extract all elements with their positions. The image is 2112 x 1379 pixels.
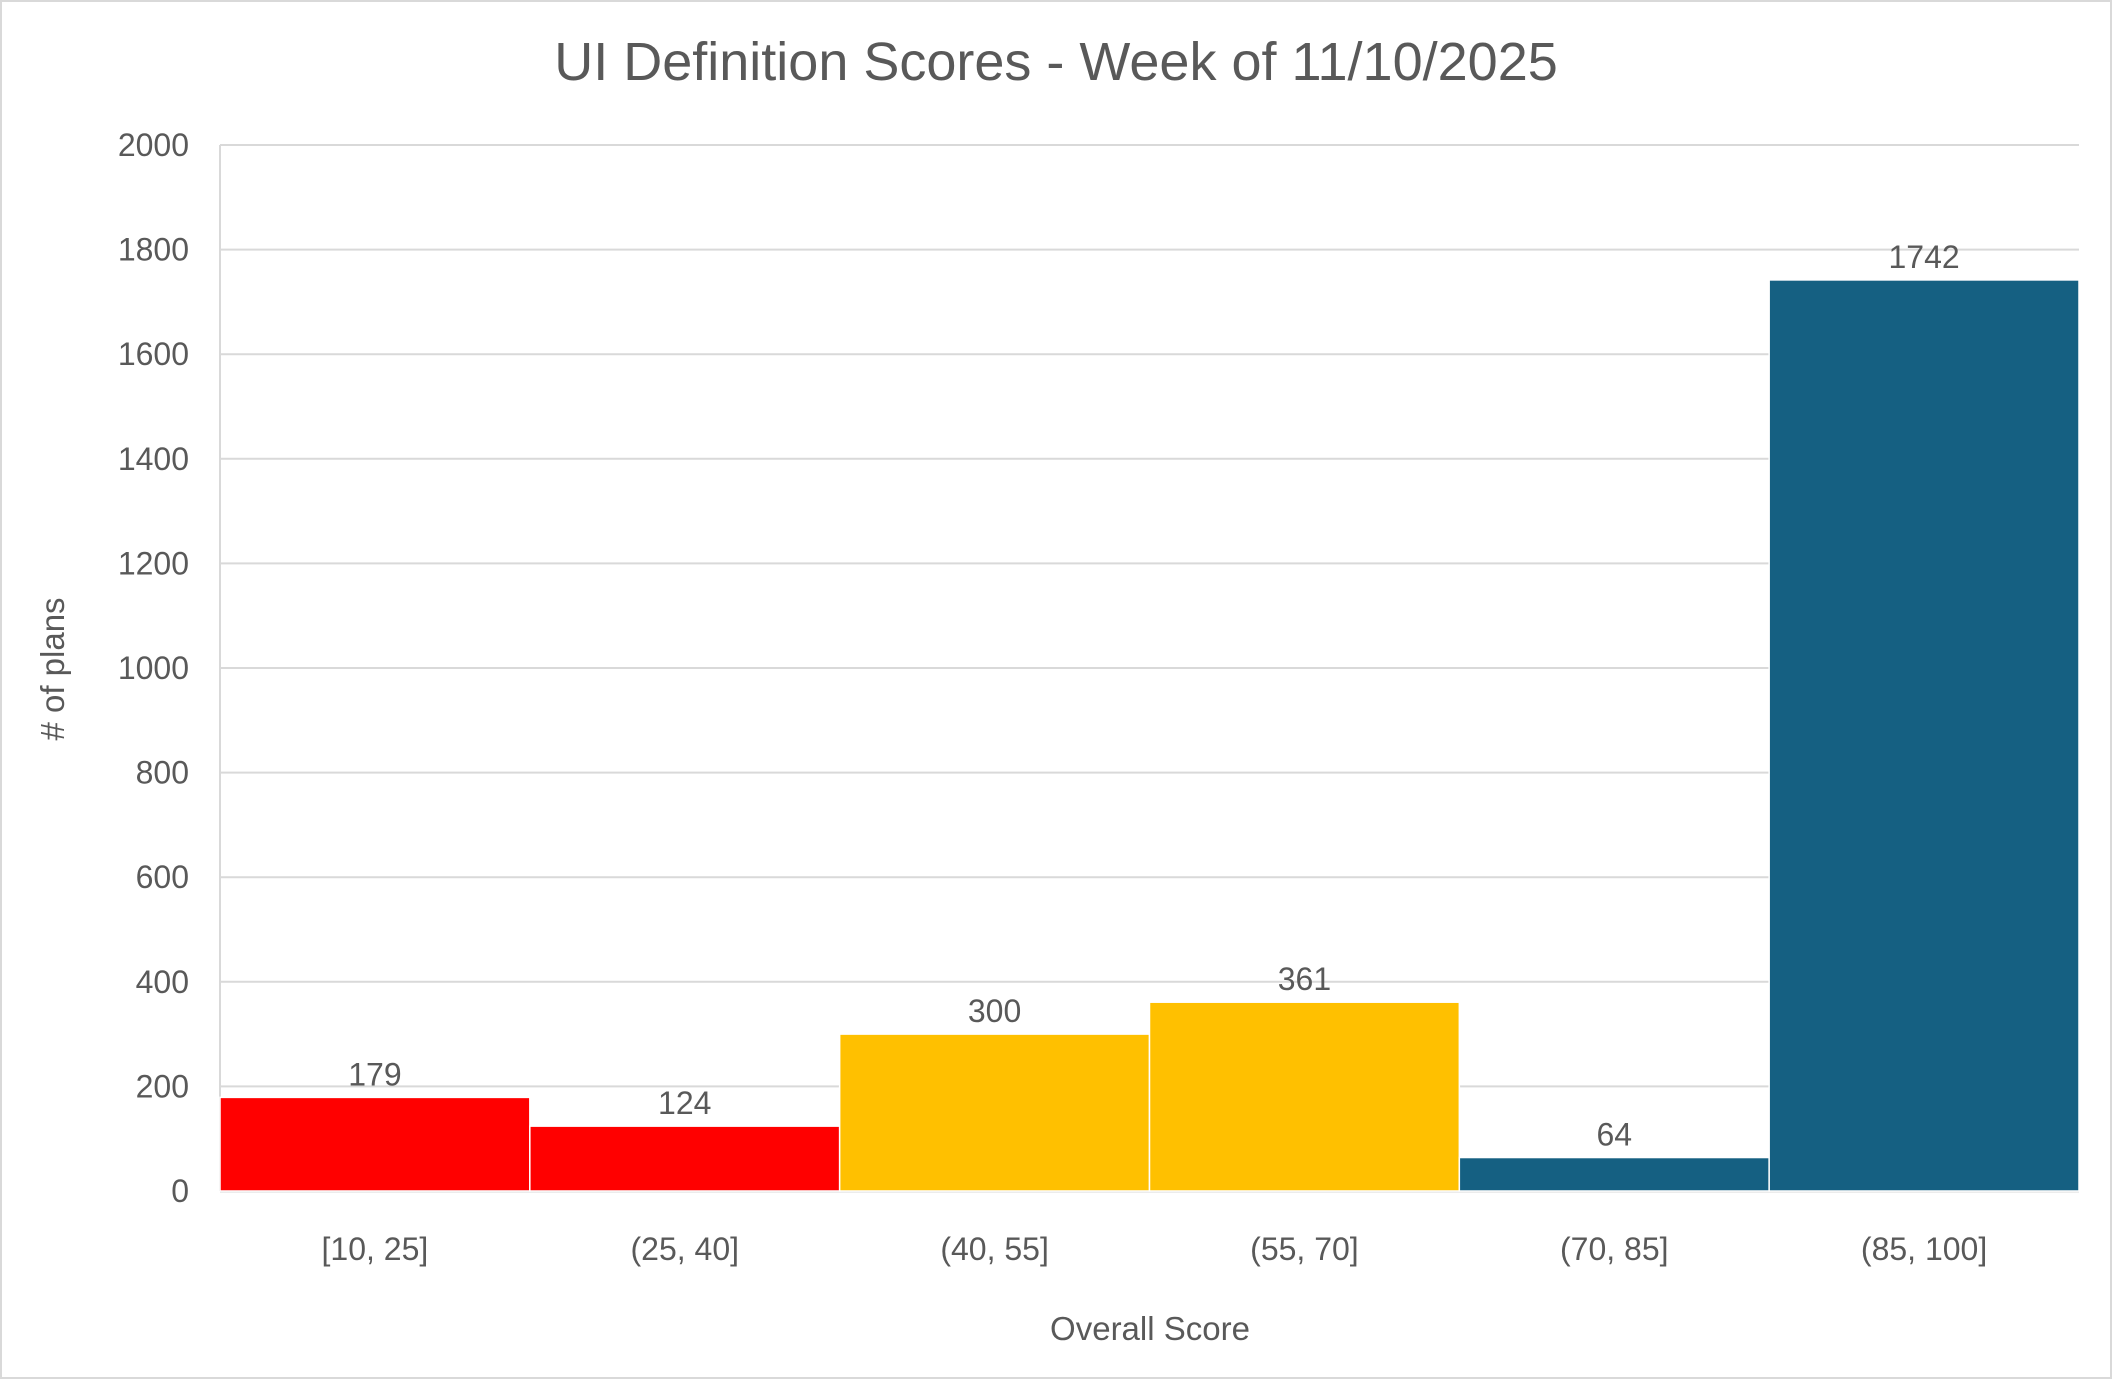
bar (219, 1096, 531, 1192)
x-tick-label: (40, 55] (940, 1231, 1049, 1267)
y-tick-label: 200 (136, 1068, 189, 1104)
y-axis-title: # of plans (34, 597, 71, 740)
bar (1148, 1001, 1461, 1192)
y-tick-label: 1200 (118, 545, 189, 581)
data-label: 361 (1278, 961, 1331, 997)
bar (529, 1125, 841, 1192)
x-axis-title: Overall Score (1050, 1310, 1250, 1347)
y-tick-label: 2000 (118, 127, 189, 163)
data-label: 300 (968, 993, 1021, 1029)
y-tick-label: 1000 (118, 650, 189, 686)
y-tick-label: 0 (171, 1173, 189, 1209)
x-tick-label: [10, 25] (322, 1231, 429, 1267)
chart-title: UI Definition Scores - Week of 11/10/202… (554, 32, 1558, 92)
data-label: 124 (658, 1085, 711, 1121)
bar (838, 1033, 1151, 1192)
y-tick-label: 1600 (118, 336, 189, 372)
y-tick-label: 600 (136, 859, 189, 895)
data-label: 64 (1596, 1117, 1632, 1153)
bar (1768, 279, 2080, 1192)
x-tick-label: (85, 100] (1861, 1231, 1987, 1267)
data-label: 179 (348, 1056, 401, 1092)
y-tick-label: 800 (136, 755, 189, 791)
y-tick-label: 1400 (118, 441, 189, 477)
y-tick-label: 400 (136, 964, 189, 1000)
bar (1458, 1156, 1770, 1192)
data-label: 1742 (1888, 239, 1959, 275)
x-tick-label: (55, 70] (1250, 1231, 1359, 1267)
x-tick-label: (70, 85] (1560, 1231, 1669, 1267)
x-tick-label: (25, 40] (630, 1231, 739, 1267)
y-tick-label: 1800 (118, 232, 189, 268)
